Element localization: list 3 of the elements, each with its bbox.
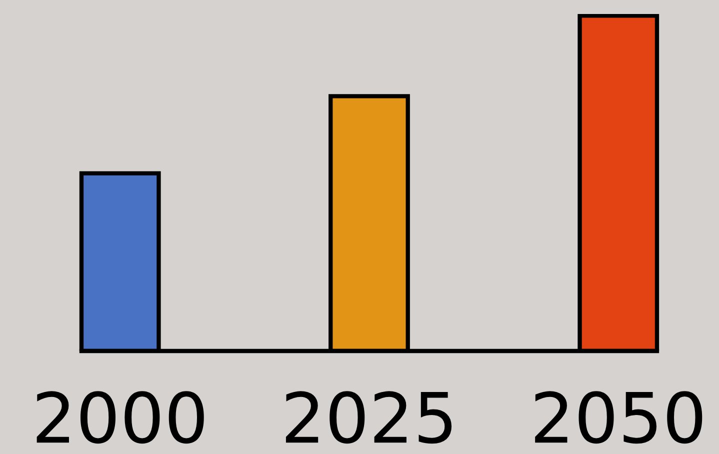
x-tick-label: 2000 (36, 391, 204, 444)
x-tick-label: 2050 (535, 391, 702, 444)
x-tick-label: 2025 (286, 391, 452, 444)
